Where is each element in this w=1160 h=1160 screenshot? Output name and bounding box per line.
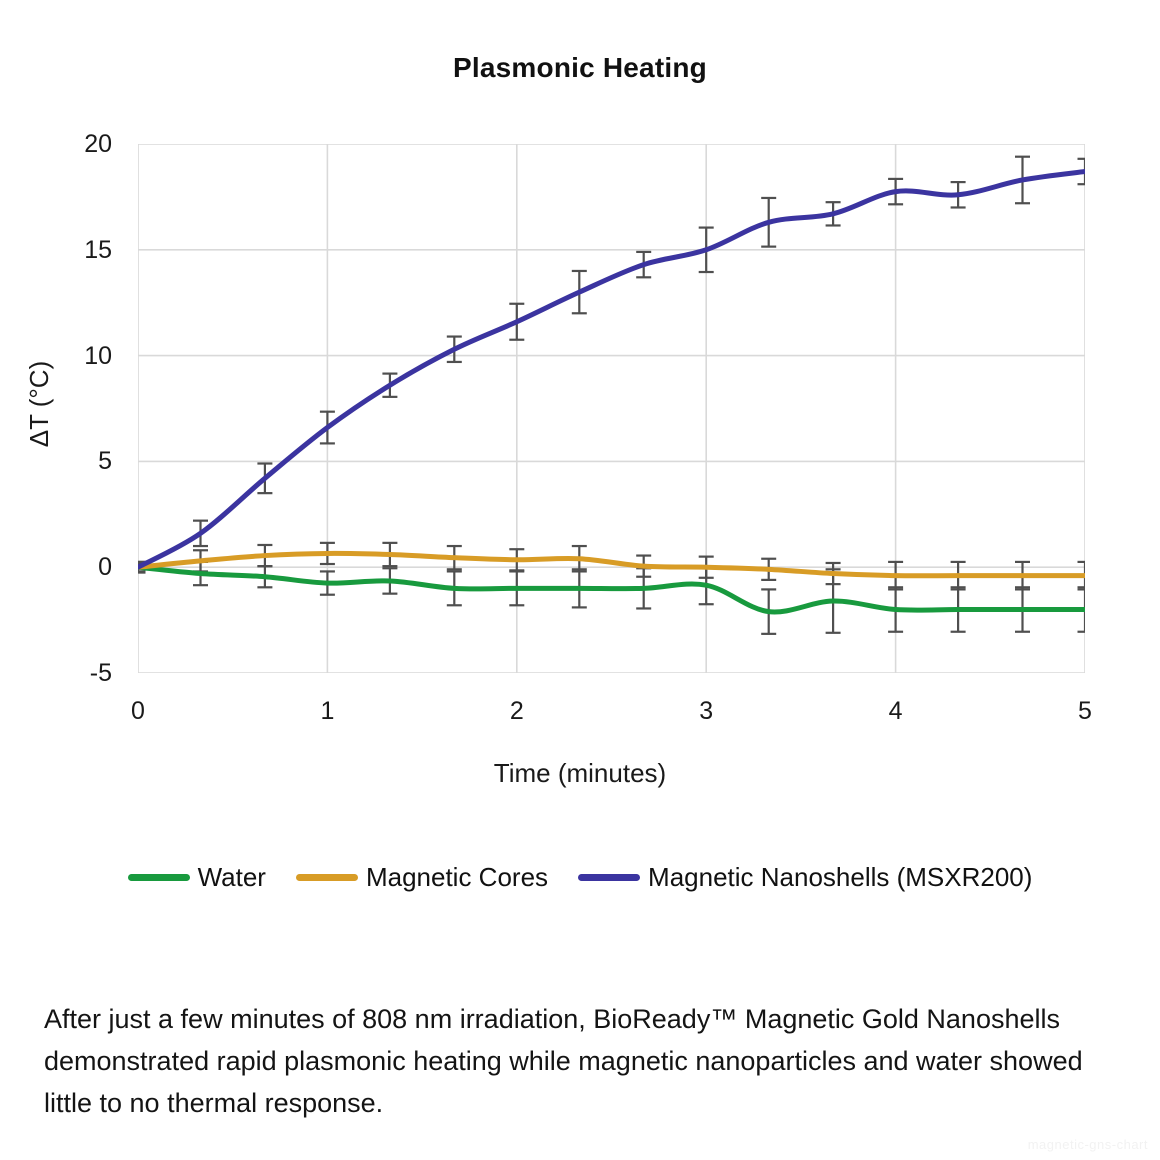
series-line-magnetic-nanoshells-msxr200- [135, 169, 1088, 570]
watermark-text: magnetic-gns-chart [1027, 1137, 1148, 1152]
caption-text: After just a few minutes of 808 nm irrad… [44, 1004, 1083, 1118]
x-tick-label: 5 [1078, 697, 1092, 725]
y-tick-label: 0 [98, 553, 112, 582]
x-tick-label: 1 [320, 697, 335, 725]
legend-swatch-magnetic-nanoshells-msxr200- [578, 873, 641, 881]
legend-label: Water [197, 861, 266, 892]
series-line-water [135, 564, 1088, 615]
y-tick-label: 15 [84, 235, 112, 264]
x-axis-label: Time (minutes) [493, 758, 667, 788]
x-tick-label: 2 [509, 697, 524, 725]
plot-area [130, 143, 1093, 674]
series-line-magnetic-cores [135, 550, 1088, 579]
legend-label: Magnetic Cores [365, 861, 549, 892]
x-tick-label: 0 [131, 697, 145, 725]
legend-label: Magnetic Nanoshells (MSXR200) [648, 861, 1033, 892]
y-tick-label: 5 [98, 447, 112, 476]
y-axis-label: ΔT (°C) [24, 360, 54, 448]
legend-item: Magnetic Cores [295, 861, 549, 893]
y-tick-label: 10 [84, 341, 112, 370]
legend: Water Magnetic Cores Magnetic Nanoshells (… [0, 856, 1160, 898]
legend-item: Magnetic Nanoshells (MSXR200) [578, 862, 1032, 893]
y-tick-label: 20 [84, 130, 112, 158]
x-tick-label: 4 [888, 697, 903, 725]
y-tick-label: -5 [89, 659, 112, 687]
chart-title: Plasmonic Heating [453, 52, 707, 83]
x-tick-label: 3 [699, 697, 714, 725]
legend-swatch-water [127, 873, 190, 881]
legend-swatch-magnetic-cores [295, 873, 358, 881]
legend-item: Water [127, 861, 266, 893]
plot-canvas [130, 143, 1093, 674]
